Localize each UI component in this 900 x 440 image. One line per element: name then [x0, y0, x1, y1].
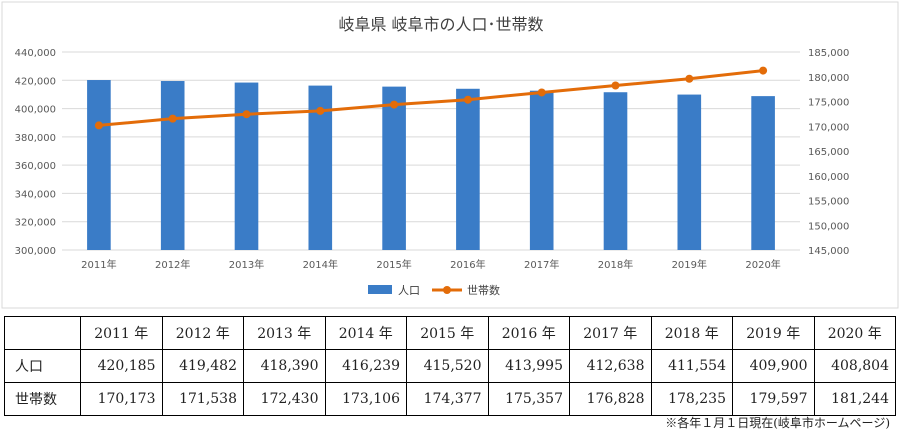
table-header-cell: 2015 年	[406, 316, 489, 350]
y-right-tick-label: 160,000	[808, 172, 849, 183]
table-row-label: 人口	[4, 349, 81, 383]
table-cell: 420,185	[80, 349, 163, 383]
chart-frame	[1, 1, 899, 309]
table-header-cell: 2020 年	[813, 316, 896, 350]
table-header-cell: 2019 年	[732, 316, 815, 350]
line-point-2016年	[463, 95, 472, 104]
bar-2020年	[751, 96, 775, 250]
table-cell: 172,430	[243, 382, 326, 416]
y-left-tick-label: 420,000	[15, 76, 56, 87]
table-row: 人口 420,185 419,482 418,390 416,239 415,520 413…	[4, 349, 896, 383]
table-cell: 416,239	[324, 349, 407, 383]
legend-swatch-population	[368, 285, 392, 294]
table-cell: 408,804	[813, 349, 896, 383]
x-tick-label: 2018年	[598, 258, 633, 271]
table-cell: 175,357	[487, 382, 570, 416]
bar-2012年	[160, 81, 185, 250]
line-point-2011年	[94, 121, 103, 130]
table-cell: 179,597	[732, 382, 815, 416]
combo-chart: 岐阜県 岐阜市の人口･世帯数 300,000 320,000 340,000 360,0…	[1, 1, 899, 309]
y-right-tick-label: 165,000	[808, 147, 849, 158]
line-point-2020年	[759, 66, 768, 75]
table-cell: 415,520	[406, 349, 489, 383]
table-cell: 174,377	[406, 382, 489, 416]
table-cell: 170,173	[80, 382, 163, 416]
line-point-2014年	[316, 106, 325, 115]
table-cell: 171,538	[161, 382, 244, 416]
table-header-cell: 2014 年	[324, 316, 407, 350]
bar-2019年	[677, 94, 702, 250]
bar-2014年	[308, 85, 333, 250]
table-cell: 176,828	[569, 382, 652, 416]
y-right-tick-label: 170,000	[808, 122, 849, 133]
line-point-2013年	[242, 110, 251, 119]
source-note: ※各年１月１日現在(岐阜市ホームページ)	[665, 416, 890, 430]
table-header-cell: 2013 年	[243, 316, 326, 350]
table-cell: 418,390	[243, 349, 326, 383]
table-cell: 178,235	[650, 382, 733, 416]
table-row-label: 世帯数	[4, 382, 81, 416]
table-row: 世帯数 170,173 171,538 172,430 173,106 174,377 17…	[4, 382, 896, 416]
y-right-tick-label: 175,000	[808, 98, 849, 109]
x-tick-label: 2016年	[450, 258, 485, 271]
y-left-tick-label: 320,000	[15, 218, 56, 229]
y-left-tick-label: 360,000	[15, 161, 56, 172]
line-point-2012年	[168, 114, 177, 123]
x-tick-label: 2015年	[376, 258, 411, 271]
legend-swatch-marker	[443, 286, 451, 294]
bar-2016年	[456, 88, 480, 250]
x-tick-label: 2019年	[672, 258, 707, 271]
table-header-cell: 2011 年	[80, 316, 163, 350]
table-header-cell: 2012 年	[161, 316, 244, 350]
table-cell: 181,244	[813, 382, 896, 416]
y-left-tick-label: 400,000	[15, 105, 56, 116]
y-right-tick-label: 155,000	[808, 197, 849, 208]
bar-2011年	[87, 80, 111, 250]
legend-label-households: 世帯数	[467, 284, 500, 297]
x-tick-label: 2020年	[745, 258, 780, 271]
y-left-tick-label: 340,000	[15, 189, 56, 200]
table-cell: 412,638	[569, 349, 652, 383]
y-right-tick-label: 180,000	[808, 73, 849, 84]
bar-2017年	[529, 90, 554, 250]
table-cell: 411,554	[650, 349, 733, 383]
legend-label-population: 人口	[398, 284, 420, 297]
chart-area: 岐阜県 岐阜市の人口･世帯数 300,000 320,000 340,000 360,0…	[1, 1, 899, 309]
y-left-tick-label: 300,000	[15, 246, 56, 257]
y-right-tick-label: 185,000	[808, 48, 849, 59]
y-right-tick-label: 145,000	[808, 246, 849, 257]
table-cell: 173,106	[324, 382, 407, 416]
y-left-tick-label: 440,000	[15, 48, 56, 59]
line-point-2019年	[685, 74, 694, 83]
line-point-2018年	[611, 81, 620, 90]
bar-2013年	[234, 82, 259, 250]
table-header-cell: 2016 年	[487, 316, 570, 350]
table-cell: 419,482	[161, 349, 244, 383]
table-cell: 413,995	[487, 349, 570, 383]
table-corner-cell	[4, 316, 81, 350]
table-header-cell: 2017 年	[569, 316, 652, 350]
table-cell: 409,900	[732, 349, 815, 383]
x-tick-label: 2017年	[524, 258, 559, 271]
y-right-tick-label: 150,000	[808, 221, 849, 232]
table-header-cell: 2018 年	[650, 316, 733, 350]
x-tick-label: 2013年	[229, 258, 264, 271]
data-table: 2011 年 2012 年 2013 年 2014 年 2015 年 2016 年 2017…	[4, 316, 896, 416]
line-point-2017年	[537, 88, 546, 97]
x-tick-label: 2014年	[303, 258, 338, 271]
line-point-2015年	[390, 100, 399, 109]
x-tick-label: 2012年	[155, 258, 190, 271]
bar-2018年	[603, 92, 628, 250]
x-tick-label: 2011年	[81, 258, 116, 271]
table-header-row: 2011 年 2012 年 2013 年 2014 年 2015 年 2016 年 2017…	[4, 316, 896, 350]
bar-2015年	[382, 86, 406, 251]
y-left-tick-label: 380,000	[15, 133, 56, 144]
chart-title: 岐阜県 岐阜市の人口･世帯数	[338, 15, 543, 34]
series-line-households	[98, 69, 764, 127]
